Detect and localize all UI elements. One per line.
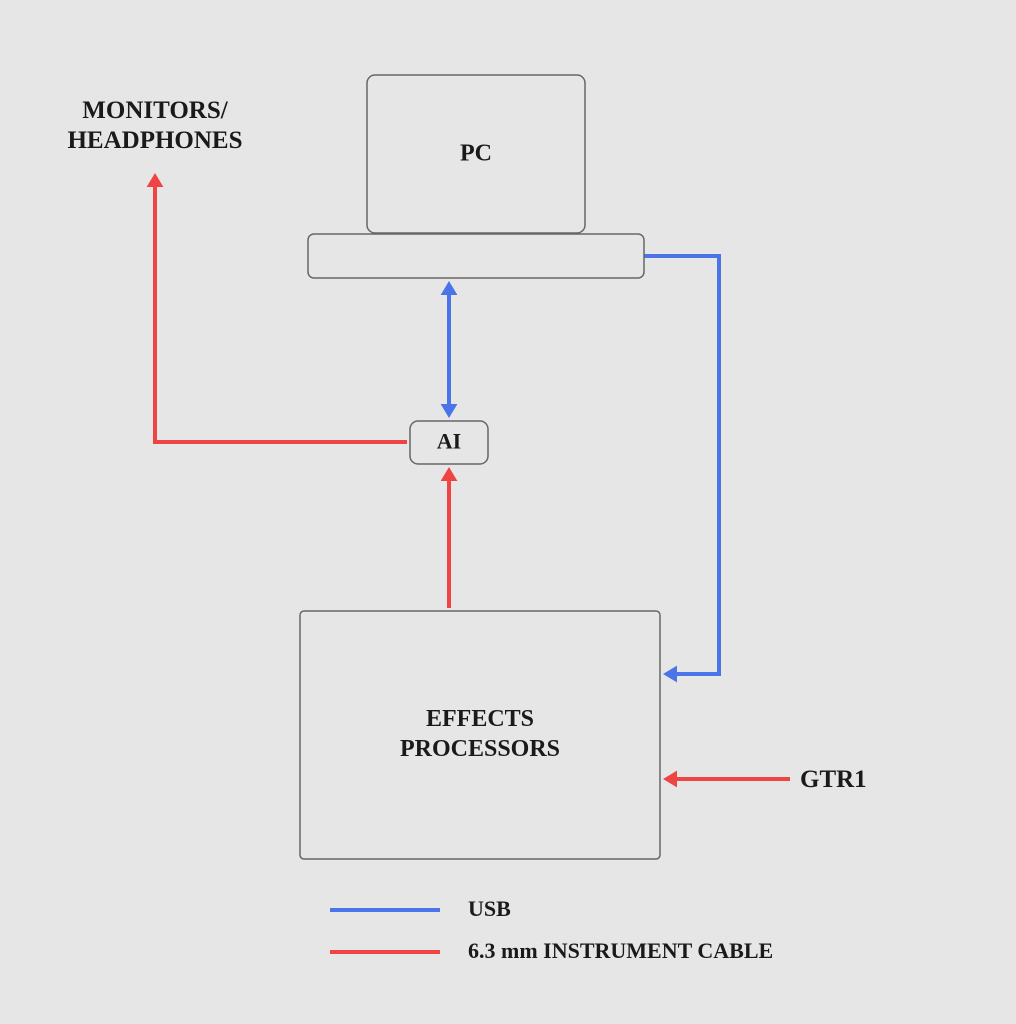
edge-effects-to-ai-cable bbox=[441, 467, 458, 608]
label-monitors: MONITORS/HEADPHONES bbox=[67, 97, 242, 154]
node-pc: PC bbox=[367, 75, 585, 233]
node-bar bbox=[308, 234, 644, 278]
node-ai-label: AI bbox=[437, 429, 461, 454]
node-ai: AI bbox=[410, 421, 488, 464]
legend: USB 6.3 mm INSTRUMENT CABLE bbox=[330, 896, 773, 963]
node-effects: EFFECTSPROCESSORS bbox=[300, 611, 660, 859]
legend-label-cable: 6.3 mm INSTRUMENT CABLE bbox=[468, 938, 773, 963]
nodes-layer: PC AI EFFECTSPROCESSORS bbox=[300, 75, 660, 859]
label-gtr1: GTR1 bbox=[800, 766, 867, 793]
node-pc-label: PC bbox=[460, 141, 492, 167]
signal-flow-diagram: PC AI EFFECTSPROCESSORS MONITORS/HEADPHONE… bbox=[0, 0, 1016, 1024]
legend-label-usb: USB bbox=[468, 896, 511, 921]
edge-ai-to-bar-usb bbox=[441, 281, 458, 418]
edge-gtr1-to-effects-cable bbox=[663, 771, 790, 788]
